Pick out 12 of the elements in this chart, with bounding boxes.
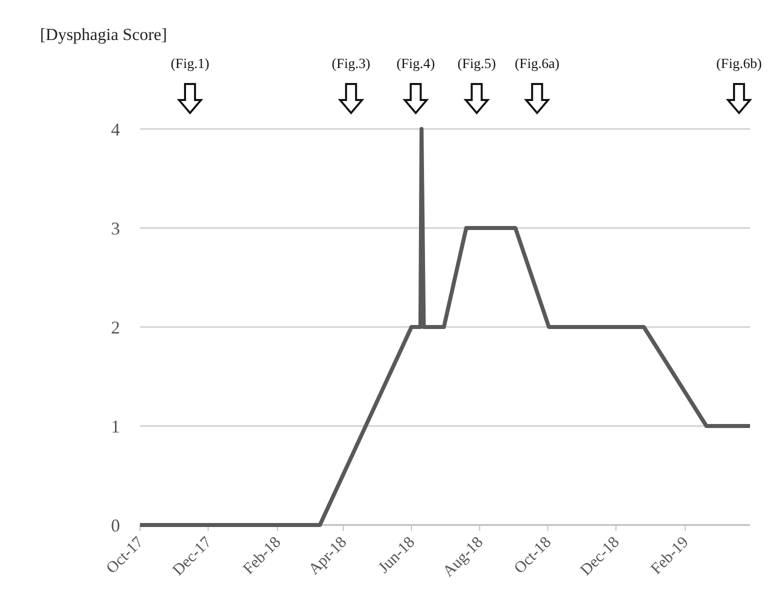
text: (Fig.6a) bbox=[514, 57, 560, 72]
text: (Fig.4) bbox=[396, 57, 436, 72]
text: (Fig.1) bbox=[170, 57, 210, 72]
y-axis-title: [Dysphagia Score] bbox=[40, 25, 167, 44]
y-tick-label: 3 bbox=[111, 218, 120, 238]
y-tick-label: 1 bbox=[111, 416, 120, 436]
y-tick-label: 0 bbox=[111, 515, 120, 536]
y-tick-label: 4 bbox=[111, 119, 120, 140]
text: (Fig.5) bbox=[457, 57, 496, 72]
y-tick-label: 2 bbox=[111, 317, 120, 338]
text: (Fig.3) bbox=[332, 57, 371, 72]
text: (Fig.6b) bbox=[716, 57, 762, 72]
